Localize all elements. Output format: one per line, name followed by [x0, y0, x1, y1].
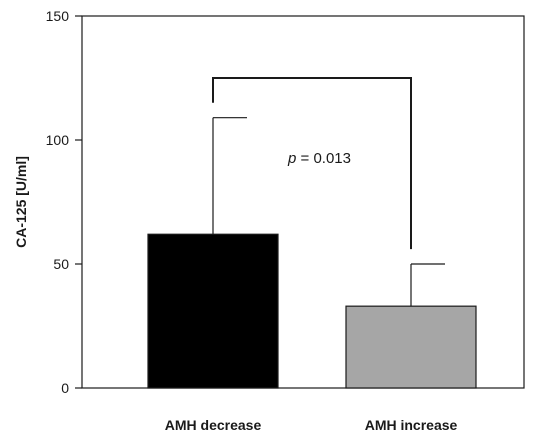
y-tick-label: 0: [61, 380, 69, 396]
plot-frame: [81, 15, 525, 389]
p-symbol: p: [287, 150, 296, 167]
y-tick-label: 50: [53, 256, 69, 272]
y-axis: 0 50 100 150: [46, 8, 82, 396]
x-axis-labels: AMH decrease AMH increase: [165, 417, 458, 433]
y-tick-label: 150: [46, 8, 70, 24]
significance-bracket: [212, 77, 412, 250]
y-tick-label: 100: [46, 132, 70, 148]
x-category-label: AMH increase: [365, 417, 458, 433]
bars: [147, 233, 477, 389]
error-bars: [212, 117, 445, 307]
y-axis-title: CA-125 [U/ml]: [13, 156, 29, 248]
bar-amh-decrease: [147, 233, 279, 389]
x-category-label: AMH decrease: [165, 417, 262, 433]
p-value-text: = 0.013: [296, 150, 351, 167]
p-value-annotation: p = 0.013: [287, 150, 351, 167]
bar-amh-increase: [345, 305, 477, 389]
